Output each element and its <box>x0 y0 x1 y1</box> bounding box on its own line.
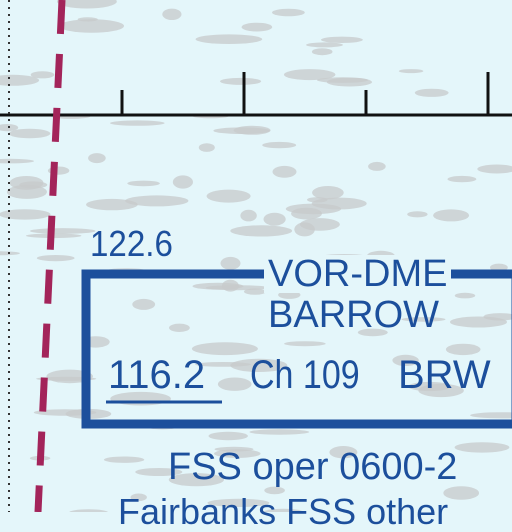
comm-frequency-label: 122.6 <box>90 223 173 264</box>
airspace-boundary-line <box>34 0 66 512</box>
map-canvas <box>0 0 512 512</box>
navaid-type-label: VOR-DME <box>264 255 452 293</box>
fss-note-line2: Fairbanks FSS other <box>118 491 449 532</box>
navaid-identifier-label: BRW <box>398 353 491 397</box>
navaid-frequency-label: 116.2 <box>108 353 206 397</box>
terrain-shading <box>0 0 512 512</box>
fss-note-line1: FSS oper 0600-2 <box>168 446 458 488</box>
navaid-name-label: BARROW <box>268 294 439 336</box>
navaid-channel-label: Ch 109 <box>250 353 360 397</box>
